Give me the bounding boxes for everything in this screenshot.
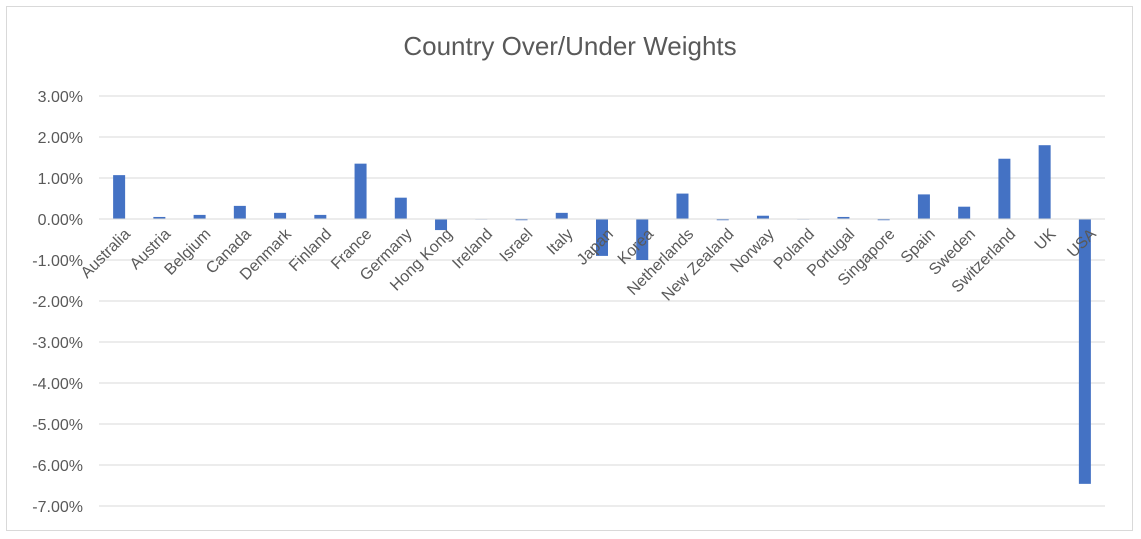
bar-uk	[1038, 145, 1051, 219]
y-tick-label: -6.00%	[32, 458, 83, 475]
bar-new-zealand	[716, 219, 729, 221]
bar-australia	[113, 175, 126, 219]
y-tick-label: -5.00%	[32, 417, 83, 434]
y-tick-label: -1.00%	[32, 253, 83, 270]
gridlines	[99, 95, 1105, 507]
y-tick-label: 3.00%	[38, 89, 83, 106]
bar-singapore	[877, 219, 890, 221]
y-axis-ticks: 3.00% 2.00% 1.00% 0.00% -1.00% -2.00% -3.00% -4…	[32, 89, 83, 516]
bar-austria	[153, 216, 166, 219]
bars	[113, 145, 1091, 484]
bar-sweden	[958, 206, 971, 219]
bar-hong-kong	[435, 219, 448, 231]
bar-france	[354, 163, 367, 219]
chart-title: Country Over/Under Weights	[403, 31, 736, 61]
chart-area: Country Over/Under Weights 3.00% 2.00% 1.0…	[6, 6, 1133, 531]
bar-germany	[394, 197, 407, 219]
x-tick-label: New Zealand	[659, 226, 738, 305]
bar-denmark	[274, 212, 287, 219]
bar-usa	[1078, 219, 1091, 484]
bar-norway	[756, 215, 769, 219]
x-tick-label: Japan	[574, 226, 617, 269]
x-tick-label: Australia	[78, 226, 134, 282]
x-axis-ticks: AustraliaAustriaBelgiumCanadaDenmarkFinl…	[78, 225, 1100, 304]
y-tick-label: 1.00%	[38, 171, 83, 188]
bar-canada	[233, 205, 246, 219]
x-tick-label: Norway	[727, 226, 777, 276]
bar-japan	[596, 219, 608, 256]
bar-switzerland	[998, 158, 1011, 219]
y-tick-label: -2.00%	[32, 294, 83, 311]
x-tick-label: UK	[1032, 226, 1060, 254]
y-tick-label: -4.00%	[32, 376, 83, 393]
x-tick-label: Finland	[286, 226, 335, 275]
bar-finland	[314, 214, 327, 219]
y-tick-label: -7.00%	[32, 499, 83, 516]
y-tick-label: 2.00%	[38, 130, 83, 147]
x-tick-label: Ireland	[449, 226, 496, 273]
bar-spain	[917, 194, 930, 219]
y-tick-label: 0.00%	[38, 212, 83, 229]
bar-belgium	[193, 214, 206, 219]
bar-portugal	[837, 216, 850, 219]
y-tick-label: -3.00%	[32, 335, 83, 352]
bar-italy	[555, 212, 568, 219]
chart-svg: Country Over/Under Weights 3.00% 2.00% 1.0…	[32, 31, 1105, 516]
x-tick-label: Italy	[544, 226, 577, 259]
bar-korea	[636, 219, 649, 260]
bar-israel	[515, 219, 528, 221]
bar-netherlands	[676, 193, 689, 219]
